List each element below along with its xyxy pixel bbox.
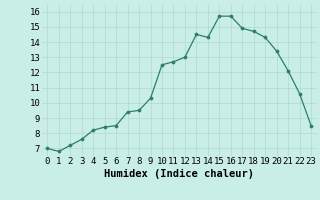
X-axis label: Humidex (Indice chaleur): Humidex (Indice chaleur) [104,169,254,179]
